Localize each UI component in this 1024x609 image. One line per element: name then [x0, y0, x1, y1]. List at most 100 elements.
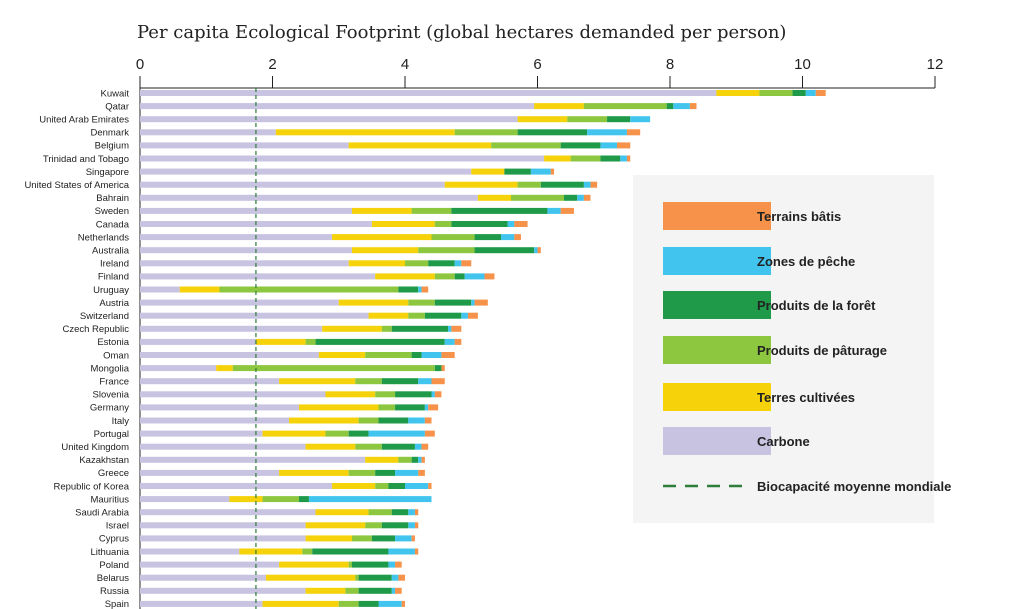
bar-segment	[305, 587, 346, 594]
bar-segment	[414, 443, 422, 450]
bar-segment	[308, 496, 432, 503]
bar-segment	[428, 404, 439, 411]
legend-swatch	[663, 383, 771, 411]
bar-segment	[358, 574, 392, 581]
bar-segment	[140, 587, 306, 594]
bar-segment	[388, 483, 405, 489]
country-label: Mauritius	[90, 494, 129, 505]
legend-label: Carbone	[757, 434, 810, 449]
bar-segment	[140, 286, 180, 293]
bar-segment	[424, 417, 432, 424]
legend-label: Terres cultivées	[757, 390, 855, 405]
bar-segment	[534, 103, 584, 110]
bar-segment	[600, 155, 621, 162]
bar-segment	[140, 469, 280, 476]
bar-segment	[511, 194, 564, 201]
bar-segment	[600, 142, 617, 149]
bar-segment	[140, 234, 333, 241]
bar-segment	[381, 522, 409, 529]
bar-segment	[477, 194, 511, 201]
bar-segment	[140, 535, 306, 542]
country-label: Republic of Korea	[53, 481, 129, 492]
country-label: Greece	[98, 468, 129, 479]
bar-segment	[444, 181, 518, 188]
bar-segment	[388, 561, 396, 568]
bar-segment	[405, 260, 429, 267]
bar-segment	[408, 299, 435, 306]
bar-segment	[431, 391, 435, 398]
bar-segment	[140, 548, 240, 555]
bar-segment	[358, 417, 379, 424]
bar-segment	[408, 312, 425, 319]
bar-segment	[305, 535, 352, 542]
bar-segment	[567, 116, 608, 123]
legend-swatch	[663, 247, 771, 275]
bar-segment	[338, 600, 359, 607]
bar-segment	[140, 404, 299, 411]
bar-segment	[620, 155, 627, 162]
bar-segment	[474, 247, 535, 254]
bar-segment	[216, 365, 233, 372]
bar-segment	[451, 207, 548, 214]
bar-segment	[140, 168, 472, 175]
bar-segment	[414, 522, 419, 529]
bar-segment	[140, 312, 369, 319]
country-label: Estonia	[97, 337, 129, 348]
bar-segment	[408, 417, 425, 424]
bar-segment	[405, 483, 429, 489]
country-label: Singapore	[86, 167, 129, 178]
bar-segment	[424, 404, 429, 411]
bar-segment	[279, 561, 349, 568]
bar-segment	[537, 247, 541, 254]
bar-segment	[229, 496, 263, 503]
country-label: Austria	[99, 298, 129, 309]
country-label: Israel	[106, 521, 129, 532]
country-label: Kuwait	[100, 88, 129, 99]
bar-segment	[454, 273, 465, 280]
country-label: Mongolia	[90, 363, 129, 374]
legend-label: Produits de la forêt	[757, 298, 876, 313]
country-label: Kazakhstan	[79, 455, 129, 466]
bar-segment	[348, 260, 405, 267]
bar-segment	[517, 116, 568, 123]
bar-segment	[411, 207, 452, 214]
bar-segment	[583, 103, 667, 110]
bar-segment	[140, 273, 376, 280]
bar-segment	[355, 574, 359, 581]
legend-label: Zones de pêche	[757, 254, 855, 269]
legend-label: Terrains bâtis	[757, 209, 841, 224]
bar-segment	[140, 129, 276, 136]
bar-segment	[792, 90, 806, 96]
bar-segment	[441, 352, 455, 358]
bar-rows: Kuwait Qatar United Arab Emirates Denmark Be…	[24, 88, 826, 609]
bar-segment	[395, 469, 419, 476]
bar-segment	[279, 469, 349, 476]
country-label: United States of America	[24, 180, 129, 191]
bar-segment	[358, 587, 392, 594]
country-label: Saudi Arabia	[75, 508, 130, 519]
bar-segment	[140, 338, 256, 345]
bar-segment	[332, 234, 432, 241]
bar-segment	[381, 443, 415, 450]
bar-segment	[322, 325, 382, 332]
legend-label: Biocapacité moyenne mondiale	[757, 479, 951, 494]
bar-segment	[544, 155, 571, 162]
country-label: Australia	[92, 246, 130, 257]
bar-segment	[514, 221, 528, 227]
bar-segment	[454, 129, 518, 136]
bar-segment	[232, 365, 435, 372]
bar-segment	[348, 561, 352, 568]
bar-segment	[471, 299, 475, 306]
bar-segment	[305, 338, 316, 345]
bar-segment	[140, 155, 545, 162]
x-tick-label: 0	[136, 56, 144, 73]
bar-segment	[391, 574, 399, 581]
bar-segment	[345, 587, 359, 594]
bar-segment	[815, 90, 826, 96]
bar-segment	[421, 456, 425, 463]
bar-segment	[140, 483, 333, 489]
bar-segment	[325, 391, 376, 398]
bar-segment	[279, 378, 356, 385]
bar-segment	[484, 273, 495, 280]
